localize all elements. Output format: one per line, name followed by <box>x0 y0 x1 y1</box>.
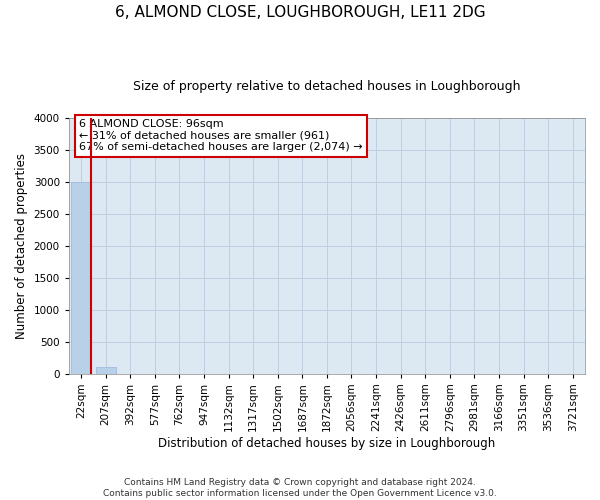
Bar <box>71 182 91 374</box>
Text: 6 ALMOND CLOSE: 96sqm
← 31% of detached houses are smaller (961)
67% of semi-det: 6 ALMOND CLOSE: 96sqm ← 31% of detached … <box>79 119 363 152</box>
Text: Contains HM Land Registry data © Crown copyright and database right 2024.
Contai: Contains HM Land Registry data © Crown c… <box>103 478 497 498</box>
X-axis label: Distribution of detached houses by size in Loughborough: Distribution of detached houses by size … <box>158 437 496 450</box>
Y-axis label: Number of detached properties: Number of detached properties <box>15 152 28 338</box>
Title: Size of property relative to detached houses in Loughborough: Size of property relative to detached ho… <box>133 80 521 93</box>
Text: 6, ALMOND CLOSE, LOUGHBOROUGH, LE11 2DG: 6, ALMOND CLOSE, LOUGHBOROUGH, LE11 2DG <box>115 5 485 20</box>
Bar <box>96 368 116 374</box>
